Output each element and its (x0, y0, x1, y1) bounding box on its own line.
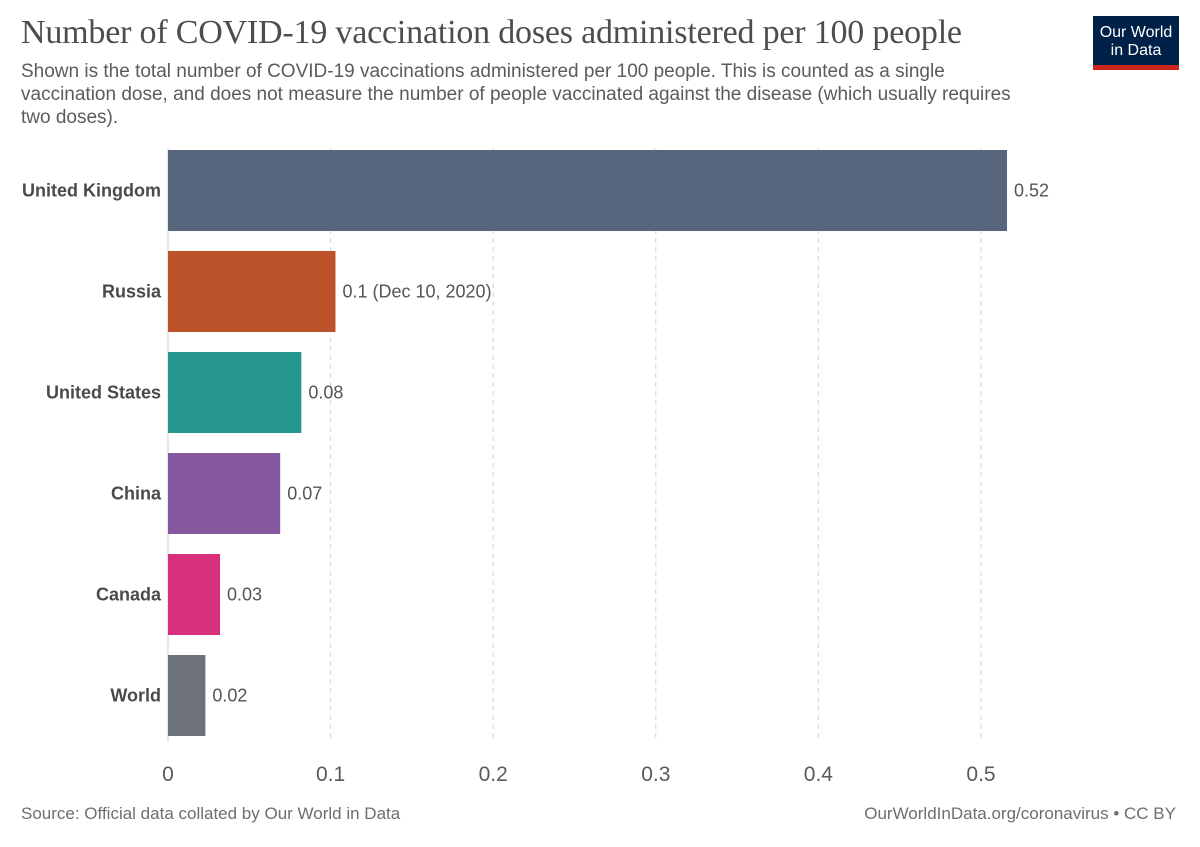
category-label: Russia (102, 282, 162, 302)
bar (168, 554, 221, 635)
x-tick-label: 0.3 (641, 763, 670, 786)
bar (168, 352, 302, 433)
bar-chart: United Kingdom 0.52 Russia 0.1 (Dec 10, 202… (22, 148, 1049, 786)
chart-subtitle: Shown is the total number of COVID-19 va… (21, 61, 1011, 128)
category-label: Canada (96, 585, 162, 605)
license-link[interactable]: OurWorldInData.org/coronavirus • CC BY (864, 804, 1176, 823)
value-label: 0.07 (287, 484, 322, 504)
logo-line-1: Our World (1099, 24, 1173, 41)
x-tick-label: 0.4 (804, 763, 834, 786)
source-note: Source: Official data collated by Our Wo… (21, 804, 401, 823)
category-label: United States (46, 383, 161, 403)
category-label: World (110, 686, 161, 706)
x-tick-label: 0.2 (479, 763, 508, 786)
category-label: United Kingdom (22, 181, 161, 201)
value-label: 0.03 (227, 585, 262, 605)
x-tick-label: 0 (162, 763, 174, 786)
bar (168, 655, 206, 736)
bar (168, 251, 336, 332)
value-label: 0.02 (212, 686, 247, 706)
value-label: 0.08 (308, 383, 343, 403)
x-tick-label: 0.1 (316, 763, 345, 786)
x-tick-label: 0.5 (966, 763, 995, 786)
owid-logo[interactable]: Our World in Data (1093, 16, 1179, 70)
category-label: China (111, 484, 162, 504)
logo-line-2: in Data (1110, 42, 1162, 59)
value-label: 0.1 (Dec 10, 2020) (342, 282, 491, 302)
value-label: 0.52 (1014, 181, 1049, 201)
bar (168, 453, 281, 534)
bar (168, 150, 1008, 231)
chart-title: Number of COVID-19 vaccination doses adm… (21, 14, 962, 51)
